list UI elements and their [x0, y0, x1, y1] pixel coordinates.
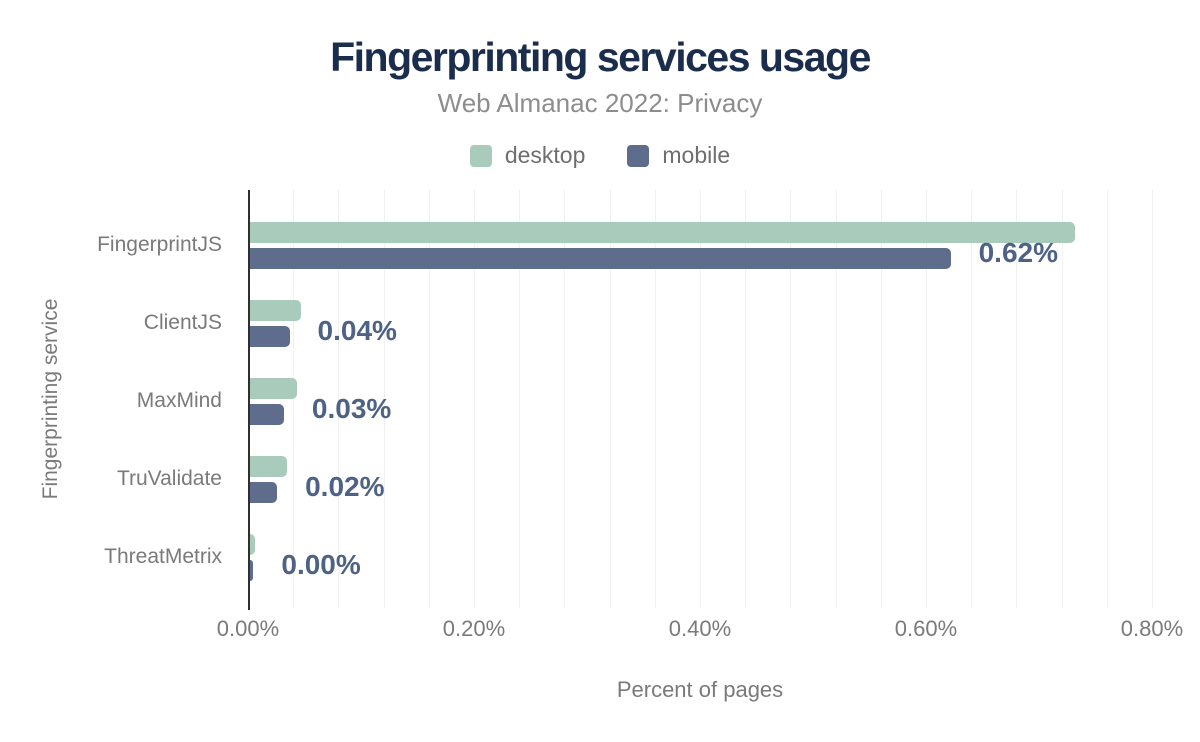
- legend-label-mobile: mobile: [662, 142, 731, 168]
- legend-swatch-desktop: [469, 144, 492, 167]
- x-axis-tick-labels: 0.00% 0.20% 0.40% 0.60% 0.80%: [0, 616, 1200, 642]
- gridline: [790, 190, 792, 608]
- bar-mobile-truvalidate: [250, 481, 278, 503]
- bar-mobile-fingerprintjs: [250, 247, 951, 269]
- legend-label-desktop: desktop: [504, 142, 586, 168]
- bar-desktop-maxmind: [250, 377, 298, 399]
- gridline: [1061, 190, 1063, 608]
- legend-swatch-mobile: [627, 144, 650, 167]
- gridline: [1152, 190, 1153, 608]
- gridline: [428, 190, 430, 608]
- bar-desktop-truvalidate: [250, 455, 288, 477]
- legend: desktop mobile: [0, 142, 1200, 169]
- value-label-clientjs: 0.04%: [317, 315, 397, 346]
- x-tick-0.60%: 0.60%: [894, 616, 958, 641]
- gridline: [1016, 190, 1018, 608]
- x-tick-0.20%: 0.20%: [442, 616, 506, 641]
- chart-subtitle: Web Almanac 2022: Privacy: [437, 88, 763, 118]
- gridline: [383, 190, 385, 608]
- gridline: [519, 190, 521, 608]
- gridline: [654, 190, 656, 608]
- gridline: [1106, 190, 1108, 608]
- gridline: [835, 190, 837, 608]
- bar-mobile-threatmetrix: [250, 559, 254, 581]
- legend-item-mobile: mobile: [627, 142, 730, 169]
- category-label-truvalidate: TruValidate: [116, 467, 222, 490]
- gridline: [971, 190, 973, 608]
- category-label-threatmetrix: ThreatMetrix: [104, 545, 222, 568]
- value-label-maxmind: 0.03%: [311, 393, 392, 424]
- gridline: [745, 190, 747, 608]
- x-tick-0.80%: 0.80%: [1120, 616, 1184, 641]
- legend-item-desktop: desktop: [469, 142, 586, 169]
- bar-desktop-clientjs: [250, 299, 301, 321]
- value-label-fingerprintjs: 0.62%: [978, 237, 1058, 268]
- plot-area: 0.62% 0.04% 0.03% 0.02% 0.00%: [248, 190, 1153, 610]
- bar-mobile-maxmind: [250, 403, 284, 425]
- gridline: [564, 190, 566, 608]
- gridline: [474, 190, 475, 608]
- gridline: [338, 190, 340, 608]
- bar-mobile-clientjs: [250, 325, 290, 347]
- y-axis-line: [248, 190, 250, 610]
- category-label-maxmind: MaxMind: [136, 389, 222, 412]
- x-tick-0.40%: 0.40%: [668, 616, 732, 641]
- bar-desktop-fingerprintjs: [250, 221, 1075, 243]
- gridline: [700, 190, 701, 608]
- chart-title: Fingerprinting services usage: [330, 34, 871, 80]
- category-label-clientjs: ClientJS: [143, 311, 222, 334]
- y-axis-category-labels: FingerprintJS ClientJS MaxMind TruValidate T…: [0, 190, 235, 608]
- value-label-truvalidate: 0.02%: [305, 471, 385, 502]
- gridline: [609, 190, 611, 608]
- category-label-fingerprintjs: FingerprintJS: [97, 233, 222, 256]
- bar-desktop-threatmetrix: [250, 533, 255, 555]
- gridline: [293, 190, 295, 608]
- value-label-threatmetrix: 0.00%: [281, 549, 361, 580]
- gridline: [926, 190, 927, 608]
- gridline: [880, 190, 882, 608]
- x-axis-title: Percent of pages: [616, 677, 784, 702]
- x-tick-0.00%: 0.00%: [216, 616, 280, 641]
